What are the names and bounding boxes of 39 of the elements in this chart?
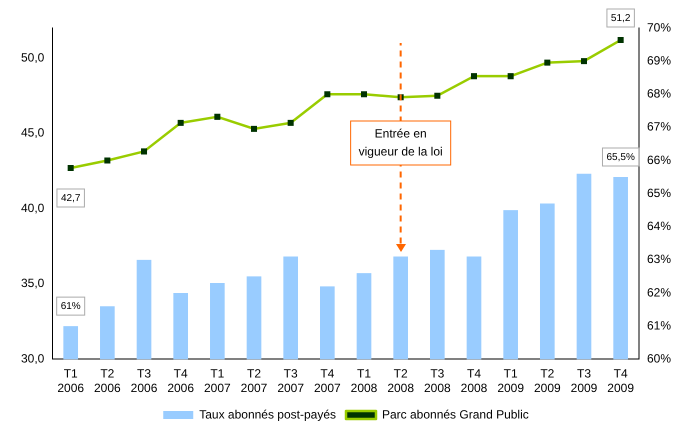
- x-tick-label: T1 2009: [497, 366, 524, 396]
- data-label: 51,2: [610, 12, 631, 24]
- data-label: 65,5%: [606, 152, 635, 163]
- y-tick-label: 40,0: [20, 200, 45, 215]
- x-tick-label: T4 2006: [167, 366, 194, 396]
- x-tick-label: T2 2009: [534, 366, 561, 396]
- x-tick-label: T2 2007: [240, 366, 268, 396]
- y2-tick-label: 69%: [646, 53, 672, 68]
- x-tick-label: T1 2006: [57, 366, 84, 396]
- y2-tick-label: 67%: [646, 120, 672, 134]
- ref-line-label: Entrée en vigueur de la loi: [358, 126, 443, 158]
- y2-tick-label: 66%: [646, 152, 672, 167]
- y2-tick-label: 70%: [646, 20, 672, 34]
- y2-tick-label: 65%: [646, 186, 672, 200]
- y2-tick-label: 64%: [646, 219, 672, 234]
- data-label: 61%: [60, 300, 81, 312]
- y2-tick-label: 61%: [646, 318, 672, 332]
- legend-label: Parc abonnés Grand Public: [382, 407, 529, 422]
- y2-tick-label: 62%: [646, 285, 672, 300]
- y2-tick-label: 63%: [646, 252, 672, 266]
- x-tick-label: T4 2007: [314, 366, 342, 396]
- x-tick-label: T3 2007: [277, 366, 304, 396]
- x-tick-label: T4 2008: [460, 366, 488, 396]
- legend-label: Taux abonnés post-payés: [199, 407, 336, 422]
- x-tick-label: T1 2008: [350, 366, 378, 396]
- x-tick-label: T2 2006: [94, 366, 122, 396]
- y-tick-label: 35,0: [20, 276, 45, 290]
- data-label: 42,7: [60, 192, 81, 204]
- y-tick-label: 50,0: [20, 50, 45, 64]
- y2-tick-label: 60%: [646, 352, 672, 366]
- y2-tick-label: 68%: [646, 86, 672, 101]
- x-tick-label: T2 2008: [387, 366, 414, 396]
- x-tick-label: T1 2007: [204, 366, 232, 396]
- x-tick-label: T3 2006: [130, 366, 158, 396]
- x-tick-label: T3 2009: [570, 366, 598, 396]
- x-tick-label: T4 2009: [607, 366, 634, 396]
- y-tick-label: 45,0: [20, 126, 45, 140]
- y-tick-label: 30,0: [20, 352, 45, 366]
- x-tick-label: T3 2008: [424, 366, 451, 396]
